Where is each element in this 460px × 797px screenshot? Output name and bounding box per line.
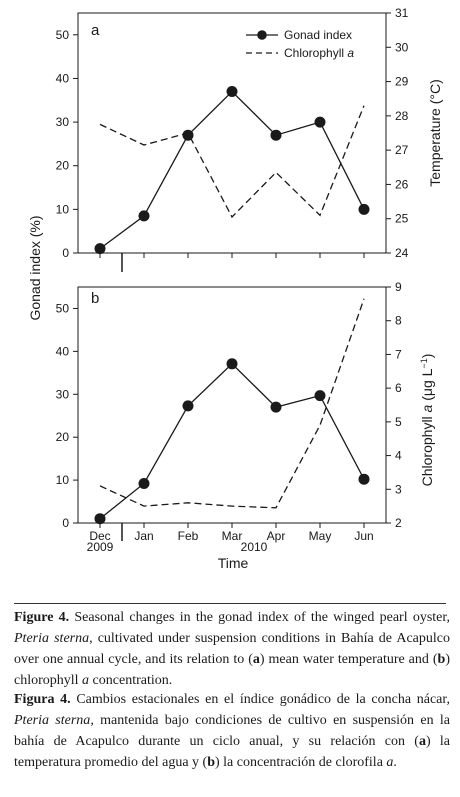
chl-axis-close: ) (419, 354, 435, 359)
caption-es-text-3: ) la temperatura promedio del agua y ( (14, 734, 451, 770)
right-tick-label-31: 31 (395, 6, 409, 20)
right-tick-label-26: 26 (395, 177, 409, 191)
gonad-index-point-dec (94, 243, 106, 255)
right-tick-label-24: 24 (395, 246, 409, 260)
right-tick-label-8: 8 (395, 314, 402, 328)
left-tick-label-30: 30 (56, 115, 70, 129)
left-tick-label-20: 20 (56, 159, 70, 173)
right-tick-label-27: 27 (395, 143, 409, 157)
right-tick-label-25: 25 (395, 212, 409, 226)
panel-a-letter: a (91, 22, 100, 39)
caption-es-label: Figura 4. (14, 692, 71, 707)
left-tick-label-40: 40 (56, 71, 70, 85)
legend-chl-italic: a (347, 46, 354, 60)
right-tick-label-4: 4 (395, 449, 402, 463)
legend-gonad-label: Gonad index (284, 28, 352, 42)
caption-en-chl-italic: a (82, 673, 90, 688)
left-tick-label-10: 10 (56, 473, 70, 487)
caption-en-b: b (437, 652, 446, 667)
caption-divider (14, 603, 446, 604)
caption-es-text-4: ) la concentración de clorofila (215, 755, 387, 770)
caption-en-text-2: , cultivated under suspension conditions… (14, 631, 450, 667)
caption-en-text-1: Seasonal changes in the gonad index of t… (69, 610, 450, 625)
caption-en-label: Figure 4. (14, 610, 70, 625)
right-tick-label-29: 29 (395, 75, 409, 89)
gonad-index-point-may (314, 390, 326, 402)
panel-a-right-axis-title: Temperature (°C) (427, 79, 443, 187)
x-tick-label-jan: Jan (134, 529, 153, 543)
caption-es-text-2: , mantenida bajo condiciones de cultivo … (14, 713, 450, 749)
caption-es-a: a (418, 734, 426, 749)
legend-chl-label: Chlorophyll a (284, 46, 354, 60)
right-tick-label-7: 7 (395, 347, 402, 361)
right-axis-series-line (99, 298, 365, 509)
x-axis-title: Time (218, 555, 249, 571)
right-tick-label-2: 2 (395, 516, 402, 530)
gonad-index-line (99, 362, 365, 520)
chl-axis-italic: a (419, 404, 435, 412)
chl-axis-suffix: (μg L (419, 368, 435, 404)
right-tick-label-30: 30 (395, 40, 409, 54)
panel-b-right-axis-title: Chlorophyll a (μg L−1) (419, 354, 435, 487)
caption-es-b: b (207, 755, 215, 770)
x-tick-label-feb: Feb (178, 529, 199, 543)
chl-axis-prefix: Chlorophyll (419, 412, 435, 486)
left-tick-label-0: 0 (62, 516, 69, 530)
left-tick-label-50: 50 (56, 28, 70, 42)
right-tick-label-28: 28 (395, 109, 409, 123)
left-tick-label-10: 10 (56, 202, 70, 216)
right-axis-series-line (99, 105, 365, 219)
caption-en-text-5: concentration. (89, 673, 173, 688)
left-tick-label-40: 40 (56, 344, 70, 358)
gonad-index-point-jun (358, 203, 370, 215)
gonad-index-point-dec (94, 513, 106, 525)
legend-chl-prefix: Chlorophyll (284, 46, 347, 60)
panel-b-letter: b (91, 290, 99, 307)
x-tick-label-dec: Dec (89, 529, 110, 543)
panel-a: a Gonad index Chlorophyll a Temperature … (56, 6, 443, 260)
gonad-index-point-apr (270, 401, 282, 413)
year-2009-label: 2009 (87, 540, 114, 554)
x-tick-label-jun: Jun (354, 529, 373, 543)
caption-en-text-4: ) chlorophyll (14, 652, 450, 688)
year-2010-label: 2010 (241, 540, 268, 554)
gonad-index-point-apr (270, 129, 282, 141)
caption-en-species: Pteria sterna (14, 631, 90, 646)
chl-axis-superscript: −1 (419, 358, 429, 368)
left-axis-title: Gonad index (%) (27, 215, 43, 320)
panel-b-frame (77, 286, 387, 524)
x-tick-label-may: May (309, 529, 332, 543)
x-tick-label-mar: Mar (222, 529, 243, 543)
gonad-index-point-may (314, 116, 326, 128)
figure-svg: a Gonad index Chlorophyll a Temperature … (27, 6, 443, 571)
caption-es-text-1: Cambios estacionales en el índice gonádi… (70, 692, 450, 707)
gonad-index-point-feb (182, 400, 194, 412)
caption-en-a: a (252, 652, 260, 667)
gonad-index-point-jun (358, 473, 370, 485)
gonad-index-point-mar (226, 358, 238, 370)
caption-en-text-3: ) mean water temperature and ( (259, 652, 438, 667)
caption-es-text-5: . (393, 755, 397, 770)
gonad-index-point-mar (226, 86, 238, 97)
right-tick-label-9: 9 (395, 280, 402, 294)
caption-es-species: Pteria sterna (14, 713, 91, 728)
x-tick-label-apr: Apr (267, 529, 286, 543)
left-tick-label-30: 30 (56, 387, 70, 401)
caption-english: Figure 4. Seasonal changes in the gonad … (14, 607, 450, 691)
gonad-index-line (99, 90, 365, 250)
left-tick-label-50: 50 (56, 301, 70, 315)
caption-es-chl-italic: a (386, 755, 394, 770)
right-tick-label-5: 5 (395, 415, 402, 429)
left-tick-label-0: 0 (62, 246, 69, 260)
caption-spanish: Figura 4. Cambios estacionales en el índ… (14, 689, 450, 773)
left-tick-label-20: 20 (56, 430, 70, 444)
gonad-index-point-jan (138, 210, 150, 222)
right-tick-label-3: 3 (395, 482, 402, 496)
legend-gonad-marker (257, 30, 267, 40)
right-tick-label-6: 6 (395, 381, 402, 395)
legend: Gonad index Chlorophyll a (246, 28, 354, 60)
gonad-index-point-jan (138, 478, 150, 489)
panel-b: b Chlorophyll a (μg L−1) 2009 2010 Time … (56, 280, 435, 571)
